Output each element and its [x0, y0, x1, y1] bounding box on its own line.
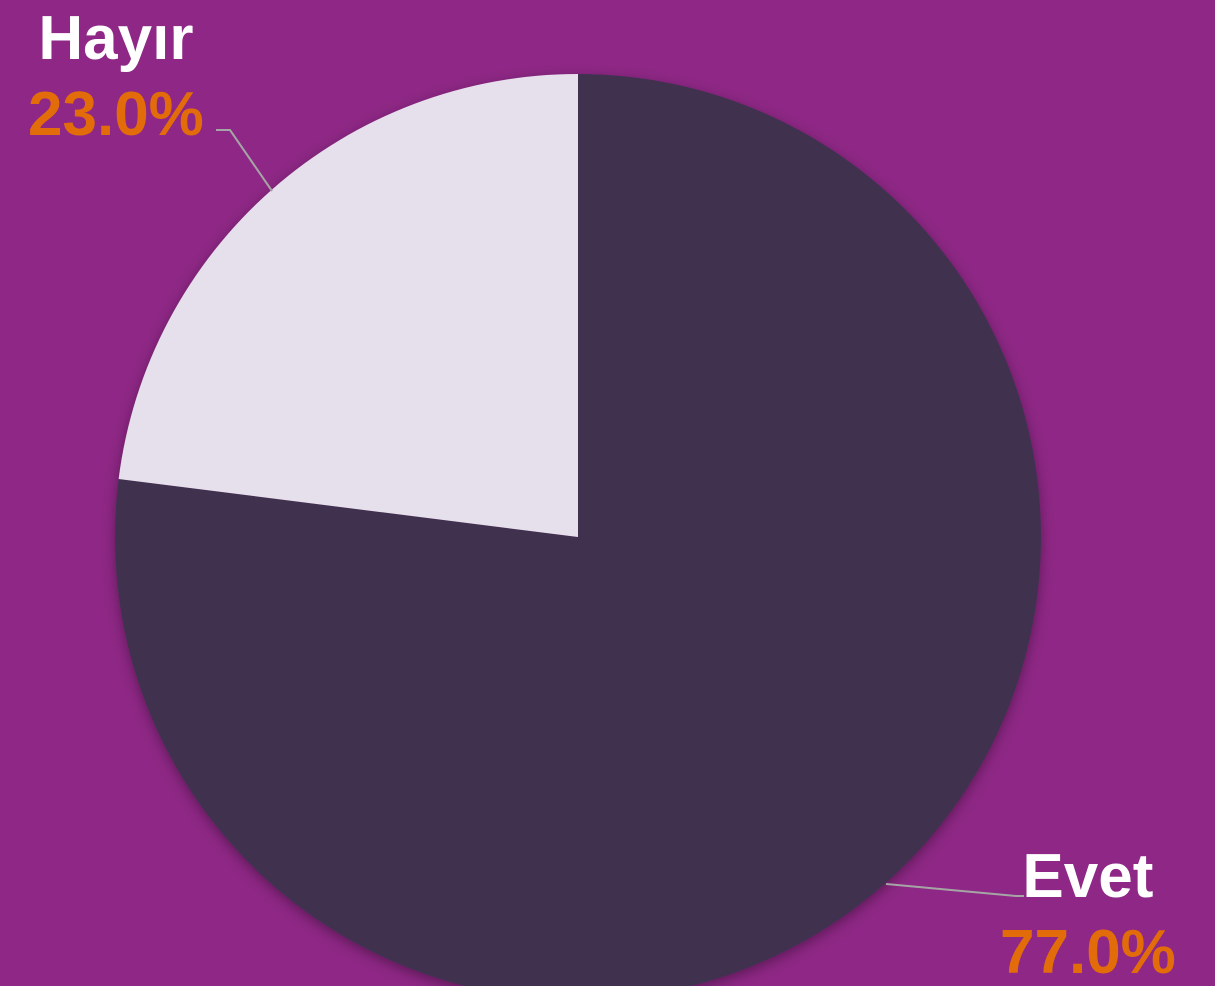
slice-label-evet: Evet 77.0% — [1000, 846, 1176, 984]
slice-category-evet: Evet — [1022, 842, 1154, 911]
leader-line-hayir — [216, 129, 273, 192]
slice-percent-hayir: 23.0% — [28, 80, 204, 149]
pie-slice-hayir — [118, 74, 579, 537]
leader-line-evet — [885, 883, 1024, 897]
pie-slice-evet — [115, 74, 1041, 986]
slice-label-hayir: Hayır 23.0% — [28, 8, 204, 146]
slice-category-hayir: Hayır — [38, 4, 194, 73]
slice-percent-evet: 77.0% — [1000, 918, 1176, 986]
